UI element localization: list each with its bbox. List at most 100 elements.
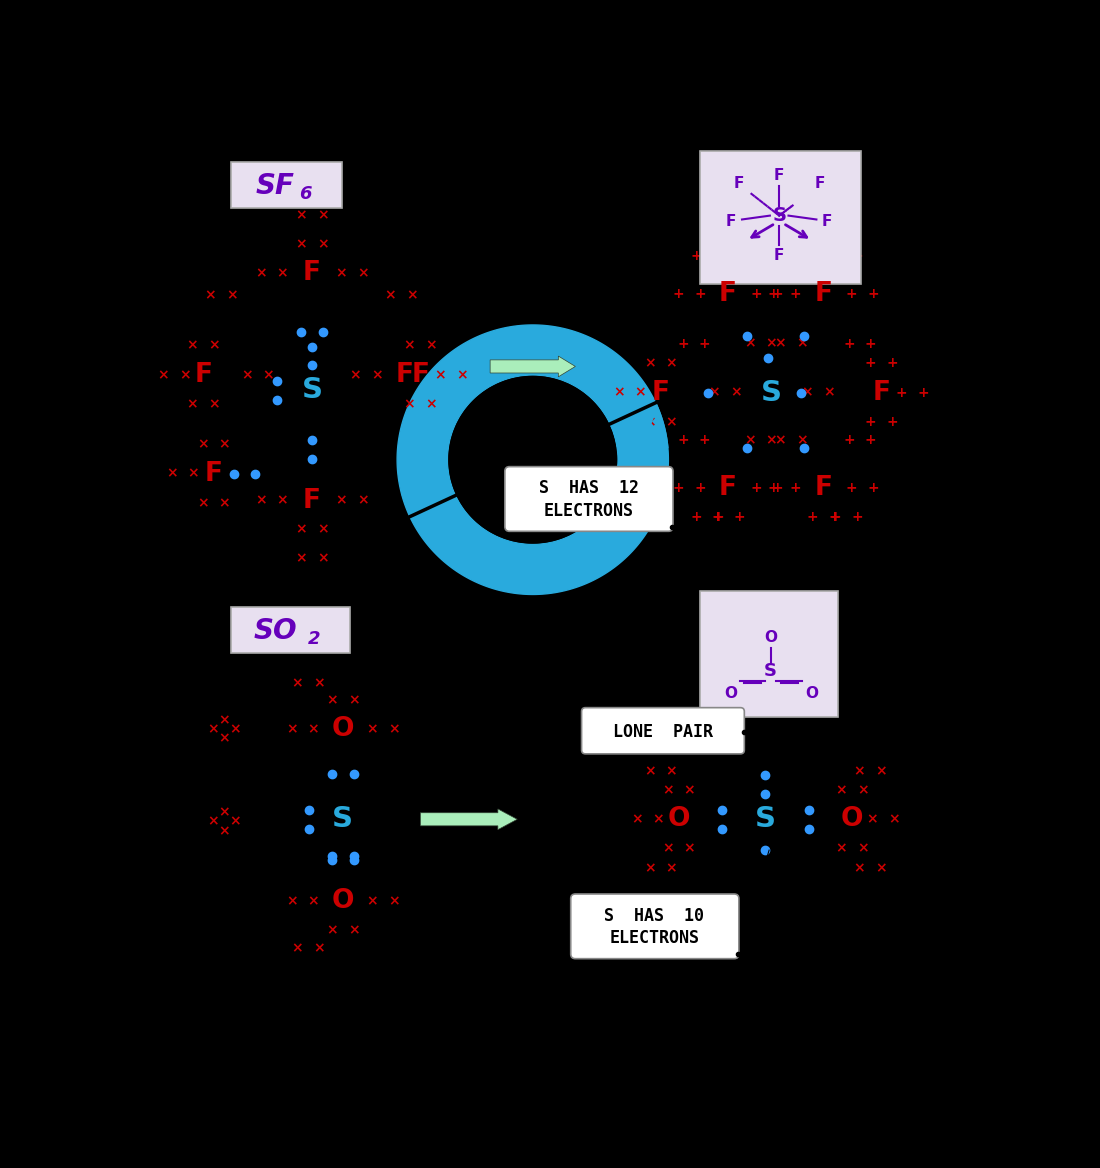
- FancyBboxPatch shape: [571, 894, 739, 959]
- Text: ×: ×: [255, 266, 266, 280]
- Text: LONE  PAIR: LONE PAIR: [613, 723, 713, 742]
- Text: ×: ×: [205, 288, 217, 303]
- Text: ×: ×: [456, 368, 468, 382]
- Text: ×: ×: [635, 385, 647, 399]
- Text: ×: ×: [219, 806, 230, 820]
- Text: ×: ×: [179, 368, 190, 382]
- Text: ×: ×: [157, 368, 169, 382]
- Text: O: O: [805, 686, 818, 701]
- FancyBboxPatch shape: [700, 151, 861, 284]
- Text: O: O: [668, 806, 690, 833]
- Text: ×: ×: [219, 712, 230, 726]
- Text: ×: ×: [835, 842, 847, 856]
- Text: ×: ×: [366, 894, 378, 908]
- Text: S: S: [761, 378, 782, 406]
- Text: +: +: [750, 287, 762, 301]
- Text: +: +: [851, 510, 864, 524]
- Text: ×: ×: [774, 433, 785, 447]
- Text: +: +: [828, 510, 840, 524]
- Text: +: +: [733, 510, 745, 524]
- FancyBboxPatch shape: [700, 591, 838, 717]
- Text: S  HAS  12: S HAS 12: [539, 479, 638, 498]
- Text: +: +: [672, 287, 684, 301]
- Text: F: F: [814, 281, 833, 307]
- Polygon shape: [612, 408, 658, 445]
- Text: +: +: [712, 510, 724, 524]
- Text: ELECTRONS: ELECTRONS: [543, 501, 634, 520]
- Text: O: O: [840, 806, 864, 833]
- Text: ×: ×: [317, 237, 329, 251]
- Text: S: S: [764, 662, 778, 681]
- Text: ×: ×: [187, 397, 198, 411]
- Text: +: +: [772, 287, 783, 301]
- Text: +: +: [846, 287, 857, 301]
- Text: ×: ×: [426, 339, 437, 353]
- Text: +: +: [691, 510, 702, 524]
- Text: ×: ×: [327, 923, 338, 937]
- Text: ×: ×: [708, 385, 720, 399]
- Text: ×: ×: [404, 397, 416, 411]
- Text: F: F: [814, 475, 833, 501]
- Text: ×: ×: [208, 397, 220, 411]
- Text: ×: ×: [219, 731, 230, 745]
- Text: ×: ×: [314, 941, 324, 955]
- Text: ×: ×: [317, 209, 329, 223]
- Text: +: +: [733, 258, 745, 272]
- Text: +: +: [790, 481, 801, 495]
- Text: ×: ×: [644, 415, 656, 429]
- Text: ×: ×: [867, 812, 878, 826]
- Text: ×: ×: [295, 209, 307, 223]
- Text: ×: ×: [219, 496, 230, 509]
- Text: +: +: [851, 249, 864, 263]
- Text: ×: ×: [208, 339, 220, 353]
- Text: ×: ×: [371, 368, 383, 382]
- Text: F: F: [774, 248, 784, 263]
- Text: ×: ×: [644, 765, 656, 779]
- Text: +: +: [712, 249, 724, 263]
- Text: ×: ×: [662, 783, 673, 797]
- Text: ×: ×: [350, 368, 361, 382]
- Text: +: +: [691, 249, 702, 263]
- Text: ×: ×: [166, 466, 177, 480]
- FancyBboxPatch shape: [582, 708, 745, 753]
- Text: ×: ×: [317, 551, 329, 565]
- Text: 6: 6: [299, 185, 312, 203]
- Text: ×: ×: [227, 288, 238, 303]
- Text: +: +: [917, 385, 930, 399]
- FancyBboxPatch shape: [231, 161, 342, 208]
- Text: +: +: [698, 338, 711, 352]
- Text: ×: ×: [263, 368, 274, 382]
- Text: ×: ×: [854, 765, 865, 779]
- Text: ×: ×: [766, 336, 778, 350]
- Text: ×: ×: [796, 336, 807, 350]
- Text: ×: ×: [888, 812, 900, 826]
- FancyArrow shape: [491, 356, 575, 377]
- Text: ×: ×: [187, 339, 198, 353]
- Text: ×: ×: [388, 894, 399, 908]
- Text: +: +: [867, 481, 879, 495]
- Text: ×: ×: [308, 894, 319, 908]
- Text: +: +: [806, 510, 818, 524]
- Text: F: F: [726, 214, 736, 229]
- Text: +: +: [887, 356, 899, 370]
- Text: +: +: [678, 338, 689, 352]
- Text: ×: ×: [314, 676, 324, 690]
- Polygon shape: [397, 325, 668, 516]
- Text: ×: ×: [292, 941, 302, 955]
- Text: ×: ×: [652, 812, 664, 826]
- Text: ×: ×: [644, 356, 656, 370]
- Text: +: +: [843, 338, 855, 352]
- Text: F: F: [302, 260, 321, 286]
- Text: ×: ×: [229, 722, 241, 736]
- Text: ×: ×: [366, 722, 378, 736]
- Text: +: +: [806, 258, 818, 272]
- Text: ×: ×: [197, 437, 208, 451]
- Text: ×: ×: [336, 266, 348, 280]
- Text: +: +: [865, 415, 877, 429]
- Text: ×: ×: [796, 433, 807, 447]
- Text: ×: ×: [295, 551, 307, 565]
- Text: ×: ×: [358, 266, 368, 280]
- Text: F: F: [396, 362, 414, 388]
- Text: ELECTRONS: ELECTRONS: [609, 929, 700, 947]
- Text: F: F: [651, 380, 670, 405]
